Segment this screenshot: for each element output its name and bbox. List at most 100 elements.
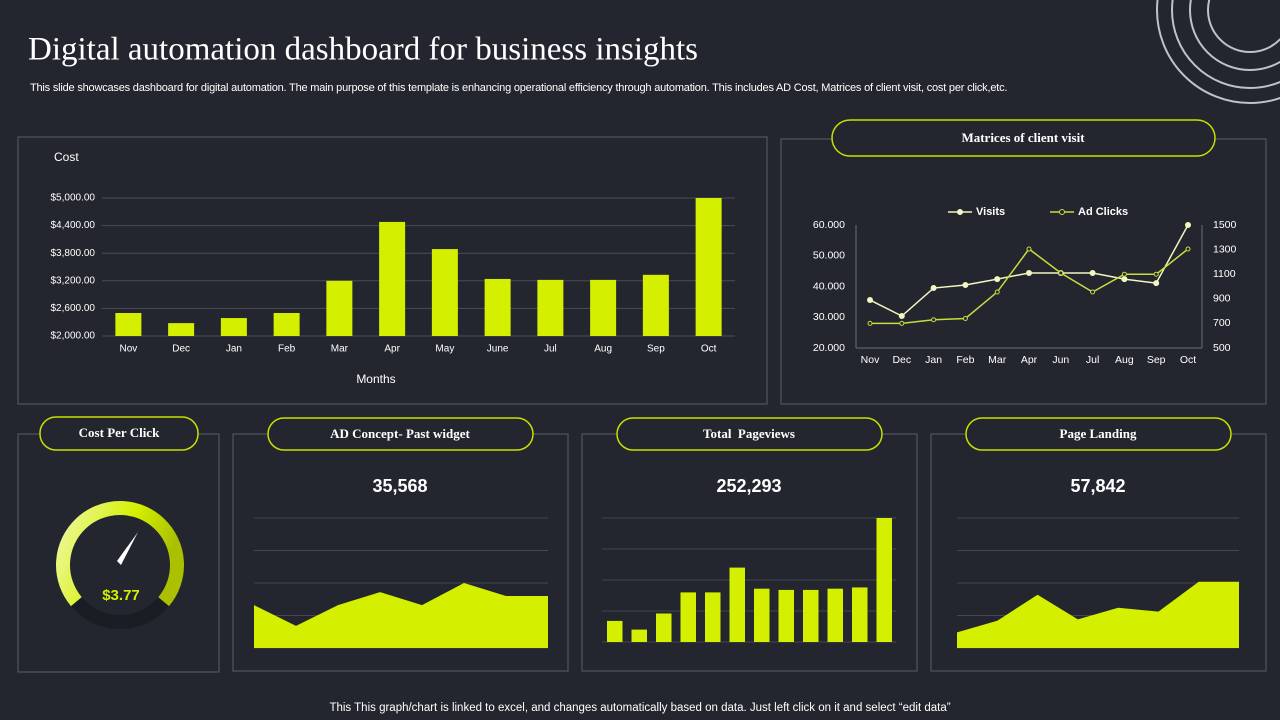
- bar: [326, 280, 353, 336]
- panel-title: Total Pageviews: [703, 426, 795, 441]
- y-tick-label: $3,200.00: [51, 275, 96, 286]
- x-tick-label: Mar: [988, 354, 1007, 366]
- point: [899, 320, 905, 326]
- point: [1089, 269, 1096, 276]
- y-tick-label: 50.000: [813, 250, 845, 262]
- x-tick-label: Sep: [647, 344, 665, 355]
- y2-tick-label: 900: [1213, 293, 1231, 305]
- bar: [484, 278, 511, 336]
- y2-tick-label: 1300: [1213, 243, 1237, 255]
- x-tick-label: Feb: [956, 354, 974, 366]
- bar: [431, 249, 458, 336]
- x-tick-label: Oct: [701, 344, 717, 355]
- x-tick-label: Nov: [861, 354, 880, 366]
- x-tick-label: Jul: [1086, 354, 1099, 366]
- point: [1121, 276, 1128, 283]
- gauge-value: $3.77: [102, 587, 140, 604]
- bar: [379, 221, 406, 336]
- legend-label: Visits: [976, 206, 1005, 218]
- x-tick-label: Jul: [544, 344, 557, 355]
- point: [898, 313, 905, 320]
- line-series: [870, 247, 1189, 325]
- point: [867, 297, 873, 304]
- bar: [803, 589, 819, 642]
- point: [1121, 271, 1127, 277]
- bar: [168, 323, 195, 336]
- panel-title: AD Concept- Past widget: [330, 426, 470, 441]
- x-tick-label: Jan: [226, 344, 242, 355]
- bar: [778, 589, 794, 642]
- bar: [642, 274, 669, 336]
- x-tick-label: Aug: [1115, 354, 1134, 366]
- point: [1026, 269, 1032, 276]
- point: [1185, 222, 1191, 228]
- x-tick-label: Jun: [1052, 354, 1069, 366]
- y-tick-label: $2,600.00: [51, 303, 96, 314]
- point: [1058, 270, 1064, 276]
- x-tick-label: Jan: [925, 354, 942, 366]
- bar: [656, 613, 672, 642]
- y-tick-label: 20.000: [813, 342, 845, 354]
- kpi-value: 57,842: [1070, 476, 1125, 496]
- y-tick-label: 40.000: [813, 280, 845, 292]
- y-tick-label: $5,000.00: [51, 193, 96, 204]
- area: [254, 583, 548, 648]
- subtitle: This slide showcases dashboard for digit…: [30, 82, 1007, 94]
- point: [1090, 289, 1096, 295]
- y-tick-label: 60.000: [813, 219, 845, 231]
- point: [931, 317, 937, 323]
- bar: [607, 620, 623, 642]
- point: [1026, 246, 1032, 252]
- bar: [273, 313, 300, 336]
- point: [994, 276, 1001, 283]
- panel-header: [267, 417, 534, 451]
- bar: [220, 318, 247, 336]
- bar: [729, 567, 745, 642]
- panel-header: [616, 417, 883, 451]
- decoration: [1156, 0, 1280, 104]
- x-tick-label: Dec: [892, 354, 911, 366]
- x-tick-label: Feb: [278, 344, 296, 355]
- kpi-value: 35,568: [372, 476, 427, 496]
- x-tick-label: Oct: [1180, 354, 1196, 366]
- y-tick-label: $4,400.00: [51, 220, 96, 231]
- legend-marker: [957, 209, 963, 215]
- x-tick-label: May: [435, 344, 454, 355]
- panel-header: [831, 119, 1216, 157]
- legend-marker: [1059, 209, 1065, 215]
- y2-tick-label: 500: [1213, 342, 1231, 354]
- y2-tick-label: 1100: [1213, 268, 1236, 280]
- y-axis-label: Cost: [54, 150, 79, 164]
- panel-title: Cost Per Click: [79, 425, 160, 440]
- bar: [537, 279, 564, 336]
- bar: [115, 313, 142, 336]
- y2-tick-label: 700: [1213, 317, 1231, 329]
- y-tick-label: $2,000.00: [51, 331, 96, 342]
- bar: [631, 629, 647, 642]
- kpi-value: 252,293: [716, 476, 781, 496]
- point: [1153, 280, 1160, 287]
- x-tick-label: Nov: [119, 344, 137, 355]
- x-tick-label: Aug: [594, 344, 612, 355]
- bar: [876, 518, 892, 642]
- legend-label: Ad Clicks: [1078, 206, 1128, 218]
- panel-header: [965, 417, 1232, 451]
- bar: [852, 587, 868, 642]
- point: [867, 320, 873, 326]
- x-tick-label: Sep: [1147, 354, 1166, 366]
- point: [962, 315, 968, 321]
- y-tick-label: 30.000: [813, 311, 845, 323]
- panel: [17, 433, 220, 673]
- footer: This This graph/chart is linked to excel…: [329, 702, 950, 714]
- bar: [695, 198, 722, 336]
- panel-title: Page Landing: [1060, 426, 1137, 441]
- bar: [590, 279, 617, 336]
- x-tick-label: Apr: [1021, 354, 1038, 366]
- bar: [827, 588, 843, 642]
- y-tick-label: $3,800.00: [51, 248, 96, 259]
- area: [957, 581, 1239, 648]
- bar: [680, 592, 696, 642]
- x-tick-label: June: [487, 344, 509, 355]
- title: Digital automation dashboard for busines…: [28, 32, 698, 68]
- x-axis-label: Months: [356, 372, 395, 386]
